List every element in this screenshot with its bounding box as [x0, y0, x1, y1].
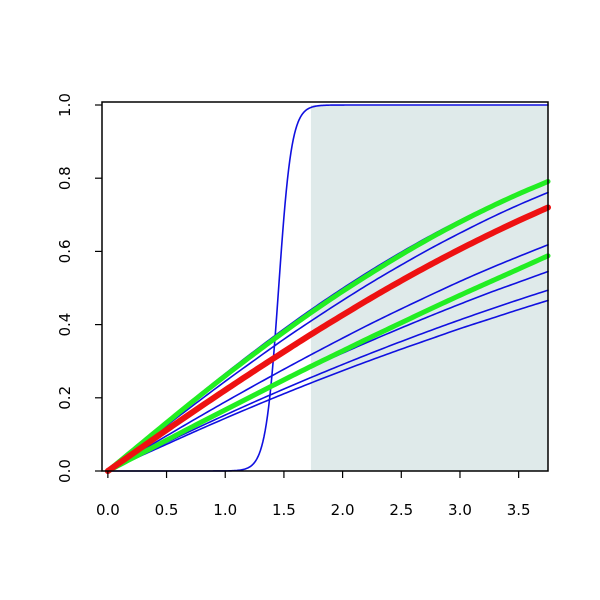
y-tick-label: 0.2	[56, 386, 74, 410]
x-tick-label: 1.0	[213, 501, 237, 519]
series-line-11	[104, 204, 551, 474]
x-tick-label: 2.0	[331, 501, 355, 519]
y-tick-label: 0.0	[56, 459, 74, 483]
x-tick-label: 0.0	[96, 501, 120, 519]
series-line-9	[105, 178, 551, 474]
series-line-6	[107, 289, 549, 472]
series-line-7	[107, 299, 549, 472]
series-layer	[104, 104, 551, 474]
y-tick-label: 1.0	[56, 93, 74, 117]
x-tick-label: 3.5	[507, 501, 531, 519]
plot-frame	[101, 101, 549, 472]
y-tick-label: 0.4	[56, 313, 74, 337]
x-tick-label: 3.0	[448, 501, 472, 519]
x-tick-label: 2.5	[389, 501, 413, 519]
axis-layer: 0.0 0.5 1.0 1.5 2.0 2.5 3.0 3.5 0.0 0.2 0.4 0.6 0.8 1…	[56, 93, 549, 519]
y-tick-label: 0.6	[56, 239, 74, 263]
series-line-2	[107, 191, 549, 472]
series-line-10	[105, 253, 551, 474]
x-tick-label: 1.5	[272, 501, 296, 519]
x-tick-label: 0.5	[155, 501, 179, 519]
y-tick-label: 0.8	[56, 166, 74, 190]
series-line-4	[107, 244, 549, 472]
